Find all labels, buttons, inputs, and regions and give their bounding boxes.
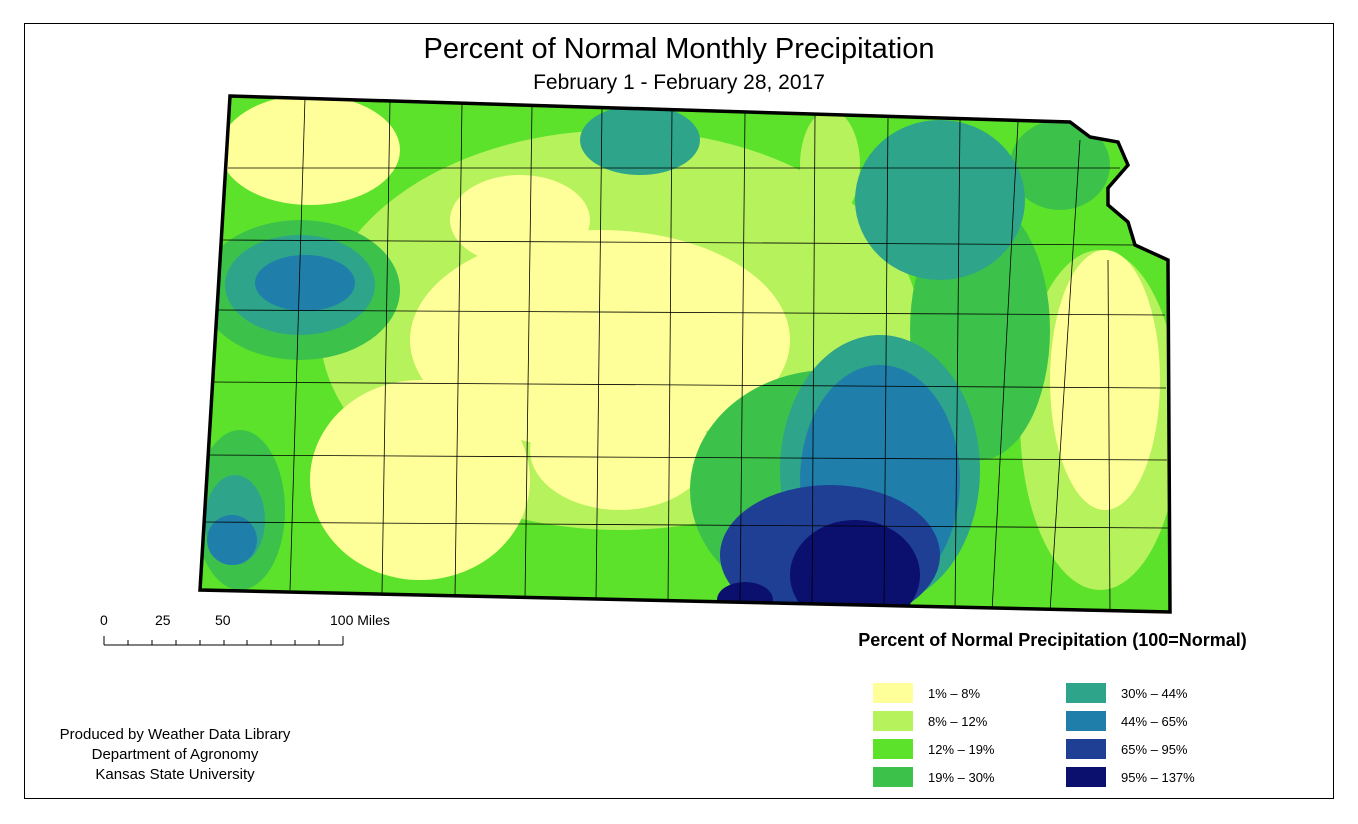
scale-label-100: 100 Miles: [330, 612, 390, 628]
legend-swatch: [873, 683, 913, 703]
legend-title: Percent of Normal Precipitation (100=Nor…: [858, 630, 1247, 650]
legend-swatch: [873, 739, 913, 759]
credit-line-2: Department of Agronomy: [91, 746, 259, 763]
county-lines: [203, 97, 1169, 612]
credit-line-1: Produced by Weather Data Library: [59, 726, 291, 743]
precipitation-zones: [200, 96, 1170, 612]
legend-label: 8% – 12%: [928, 713, 988, 729]
map-frame: [24, 23, 1334, 799]
legend-swatch: [1066, 739, 1106, 759]
legend-item: 12% – 19%: [873, 739, 995, 759]
zone-yellow-east: [1050, 250, 1160, 510]
legend-label: 95% – 137%: [1121, 769, 1195, 785]
map-subtitle: February 1 - February 28, 2017: [533, 71, 825, 94]
legend-label: 44% – 65%: [1121, 713, 1188, 729]
zone-yellow-nw: [220, 96, 400, 205]
legend-item: 19% – 30%: [873, 767, 995, 787]
zone-blue-west: [255, 255, 355, 311]
legend-item: 44% – 65%: [1066, 711, 1188, 731]
zone-yellow-central: [410, 230, 790, 450]
legend-label: 12% – 19%: [928, 741, 995, 757]
legend-label: 30% – 44%: [1121, 685, 1188, 701]
legend-swatch: [873, 711, 913, 731]
zone-navy-south-west: [717, 582, 773, 612]
legend-swatch: [873, 767, 913, 787]
zone-green-ne: [1010, 120, 1110, 210]
zone-teal-ne: [855, 120, 1025, 280]
zone-light-green-north: [800, 110, 860, 220]
scale-bar: [103, 636, 344, 646]
credit-line-3: Kansas State University: [95, 766, 255, 783]
legend-item: 65% – 95%: [1066, 739, 1188, 759]
legend-item: 1% – 8%: [873, 683, 980, 703]
legend-label: 65% – 95%: [1121, 741, 1188, 757]
map-title: Percent of Normal Monthly Precipitation: [423, 33, 935, 65]
legend-swatch: [1066, 767, 1106, 787]
scale-label-50: 50: [215, 612, 231, 628]
legend-label: 1% – 8%: [928, 685, 981, 701]
zone-navy-south: [790, 520, 920, 612]
legend-swatch: [1066, 711, 1106, 731]
legend-item: 95% – 137%: [1066, 767, 1195, 787]
scale-label-0: 0: [100, 612, 108, 628]
scale-label-25: 25: [155, 612, 171, 628]
legend-label: 19% – 30%: [928, 769, 995, 785]
legend-swatch: [1066, 683, 1106, 703]
zone-yellow-sw: [310, 380, 530, 580]
zone-yellow-north-central: [450, 175, 590, 265]
zone-teal-north: [580, 105, 700, 175]
zone-yellow-south-central: [530, 390, 710, 510]
zone-blue-sw: [207, 515, 257, 565]
kansas-state-outline: [198, 94, 1172, 614]
legend-item: 8% – 12%: [873, 711, 987, 731]
legend-item: 30% – 44%: [1066, 683, 1188, 703]
